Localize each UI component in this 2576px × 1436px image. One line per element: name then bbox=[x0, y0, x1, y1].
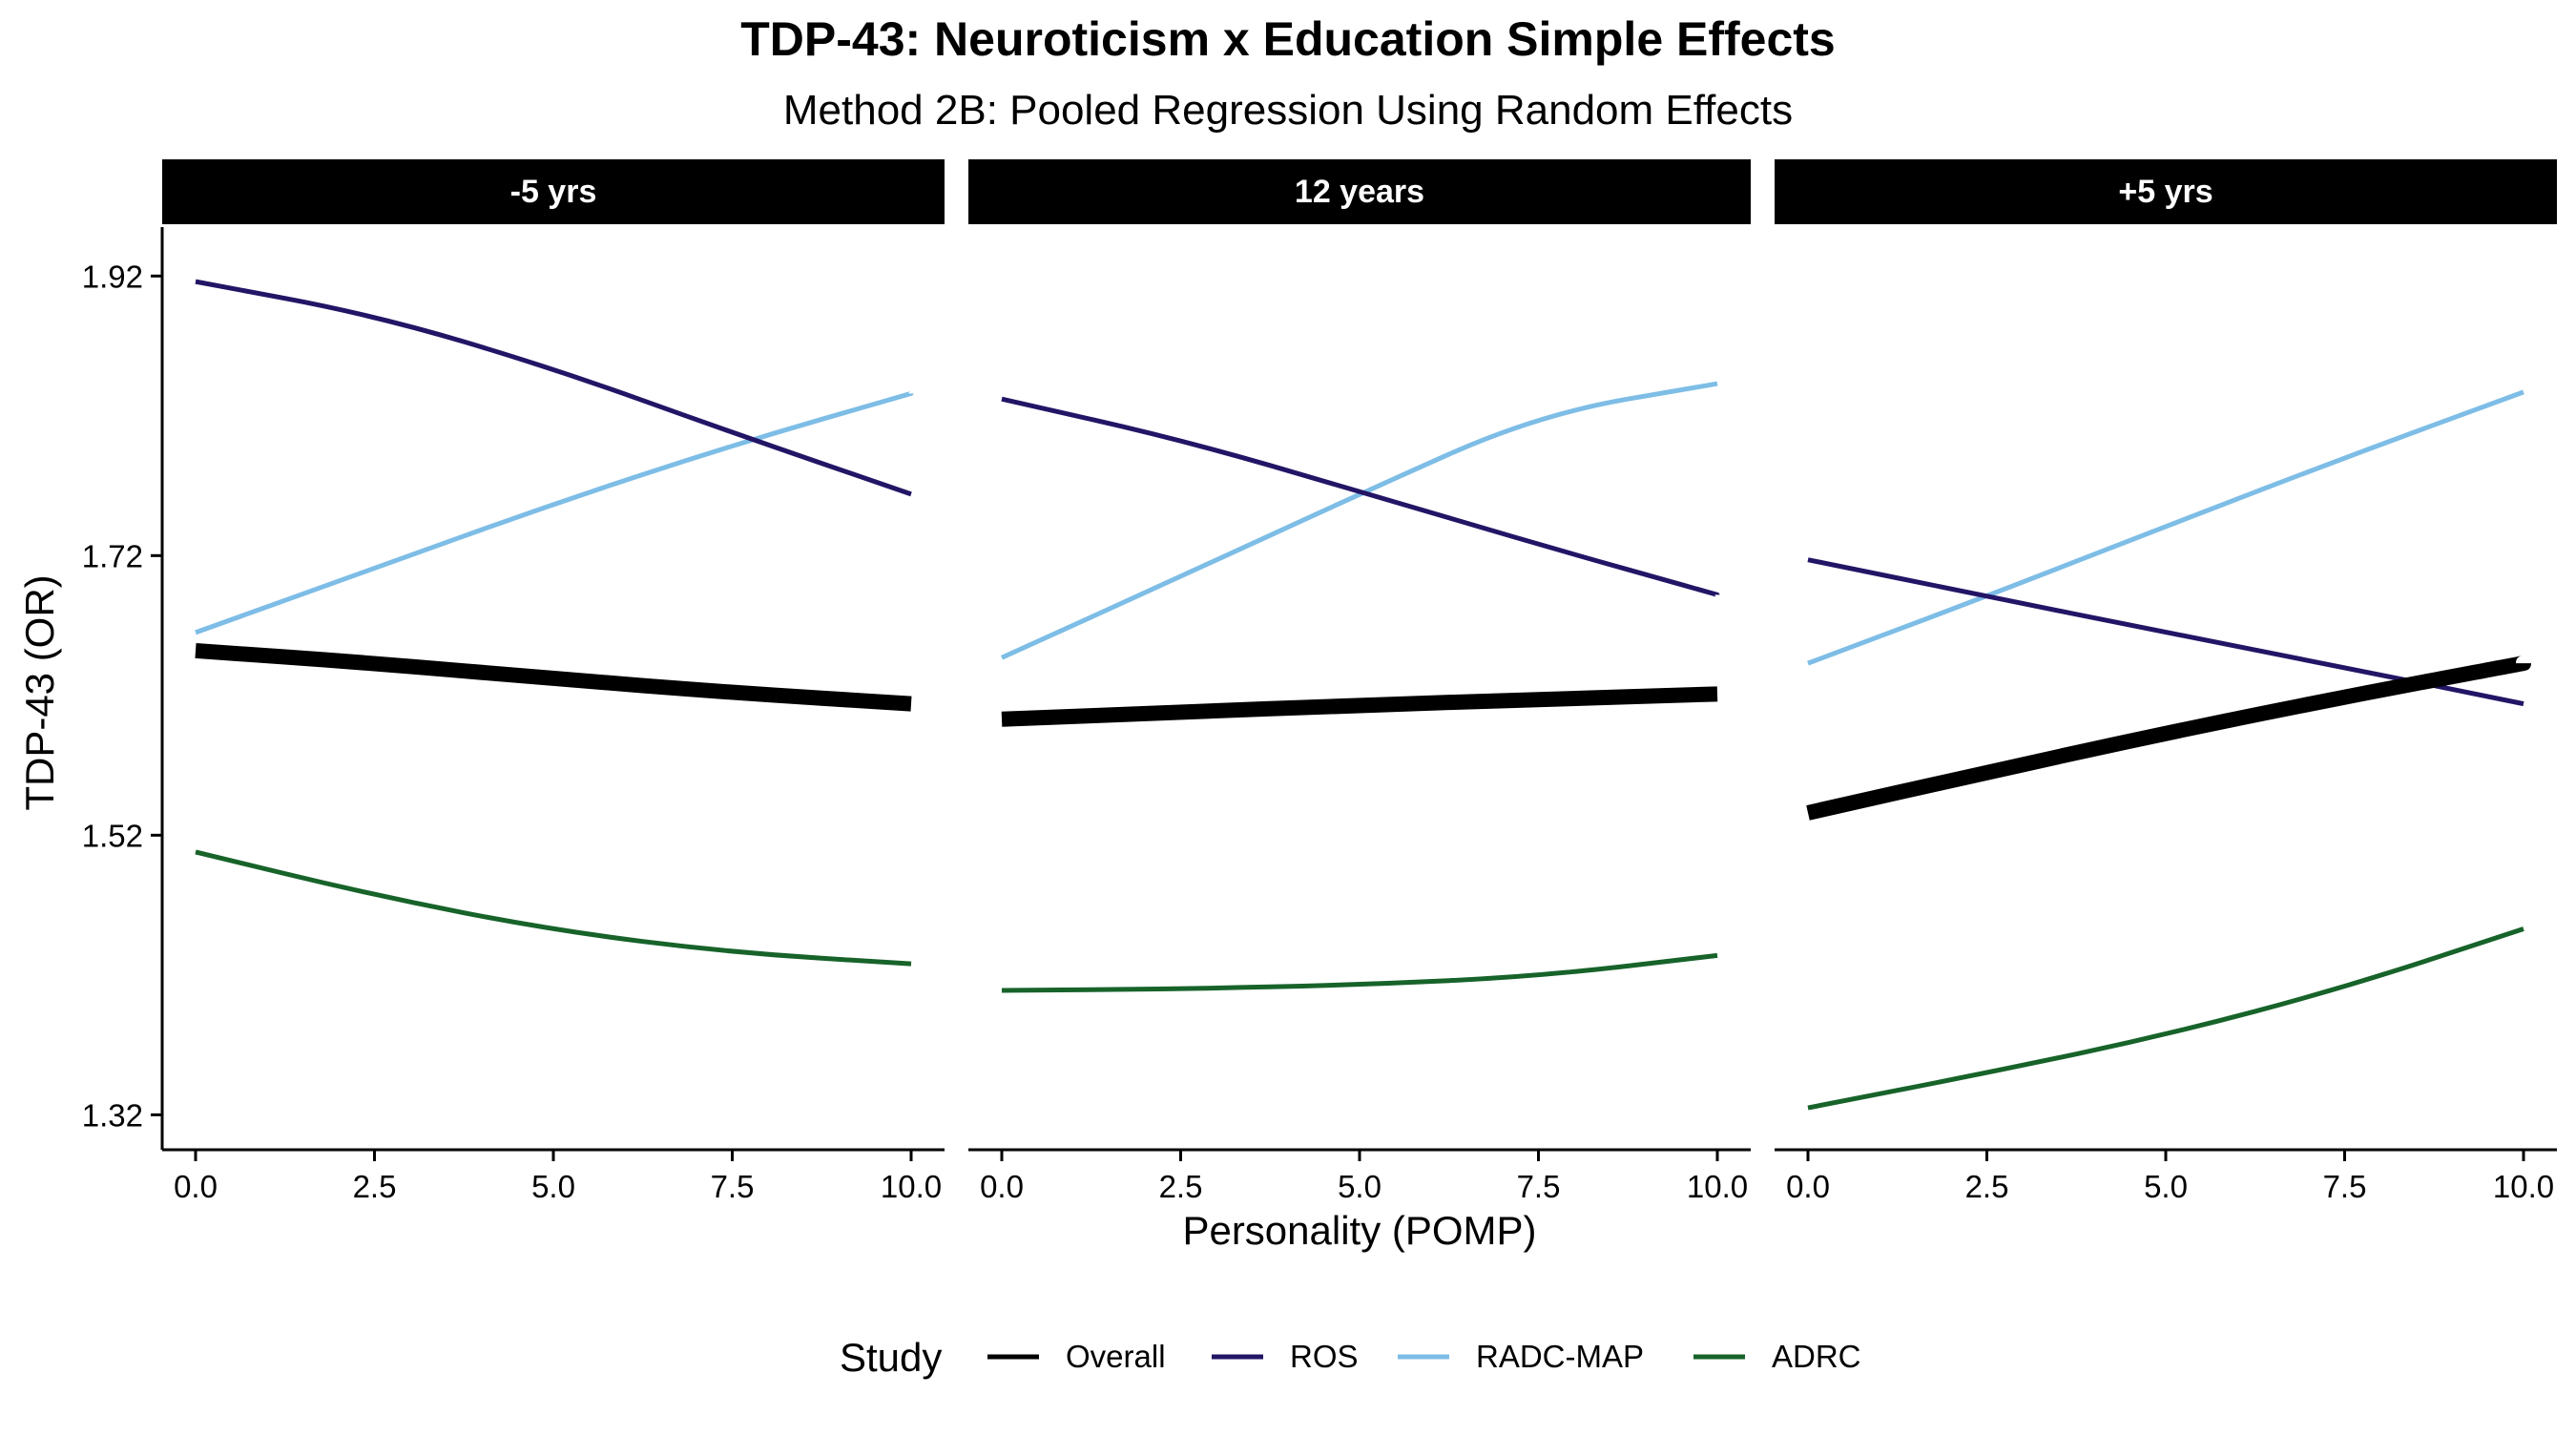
x-tick-label: 0.0 bbox=[174, 1169, 218, 1204]
y-tick-label: 1.92 bbox=[82, 259, 143, 294]
x-tick-label: 0.0 bbox=[1786, 1169, 1830, 1204]
x-tick-label: 2.5 bbox=[1965, 1169, 2009, 1204]
series-line-radc-map bbox=[1000, 381, 1718, 660]
facet-strip-label: +5 yrs bbox=[2118, 174, 2212, 210]
y-tick-label: 1.72 bbox=[82, 538, 143, 573]
x-tick-label: 7.5 bbox=[711, 1169, 755, 1204]
x-tick-label: 10.0 bbox=[881, 1169, 942, 1204]
x-tick-label: 0.0 bbox=[980, 1169, 1024, 1204]
legend-label-ros: ROS bbox=[1290, 1339, 1359, 1374]
legend-title: Study bbox=[840, 1335, 942, 1380]
panels-layer: 1.32 1.52 1.72 1.92 -5 yrs 0.0 2.5 5.0 7.5 10.0 12… bbox=[82, 159, 2557, 1204]
series-line-ros bbox=[1001, 396, 1718, 597]
series-line-radc-map bbox=[195, 390, 912, 635]
series-line-adrc bbox=[195, 849, 912, 967]
legend-label-overall: Overall bbox=[1066, 1339, 1166, 1374]
series-line-ros bbox=[195, 279, 912, 497]
x-tick-label: 10.0 bbox=[1687, 1169, 1748, 1204]
series-line-adrc bbox=[1807, 926, 2524, 1111]
x-tick-label: 2.5 bbox=[353, 1169, 397, 1204]
series-line-overall bbox=[1806, 656, 2525, 821]
x-tick-label: 5.0 bbox=[2144, 1169, 2188, 1204]
facet-strip bbox=[968, 159, 1751, 224]
facet-strip bbox=[162, 159, 945, 224]
facet-strip bbox=[1775, 159, 2557, 224]
x-tick-label: 2.5 bbox=[1159, 1169, 1203, 1204]
x-tick-label: 7.5 bbox=[1517, 1169, 1561, 1204]
series-line-radc-map bbox=[1807, 389, 2524, 666]
facet-strip-label: -5 yrs bbox=[510, 174, 597, 210]
legend: Study Overall ROS RADC-MAP ADRC bbox=[840, 1335, 1861, 1380]
series-line-overall bbox=[1001, 686, 1718, 727]
y-axis-label: TDP-43 (OR) bbox=[17, 574, 62, 810]
y-tick-label: 1.52 bbox=[82, 818, 143, 853]
x-axis-label: Personality (POMP) bbox=[1182, 1208, 1536, 1253]
x-tick-label: 5.0 bbox=[531, 1169, 575, 1204]
facet-strip-label: 12 years bbox=[1295, 174, 1424, 210]
series-line-adrc bbox=[1001, 952, 1718, 993]
chart-subtitle: Method 2B: Pooled Regression Using Rando… bbox=[783, 87, 1793, 134]
x-tick-label: 7.5 bbox=[2323, 1169, 2367, 1204]
series-line-overall bbox=[195, 642, 912, 712]
chart-title: TDP-43: Neuroticism x Education Simple E… bbox=[740, 12, 1836, 66]
legend-label-adrc: ADRC bbox=[1772, 1339, 1861, 1374]
x-tick-label: 10.0 bbox=[2493, 1169, 2554, 1204]
x-tick-label: 5.0 bbox=[1338, 1169, 1381, 1204]
y-tick-label: 1.32 bbox=[82, 1097, 143, 1133]
legend-label-radc-map: RADC-MAP bbox=[1476, 1339, 1644, 1374]
